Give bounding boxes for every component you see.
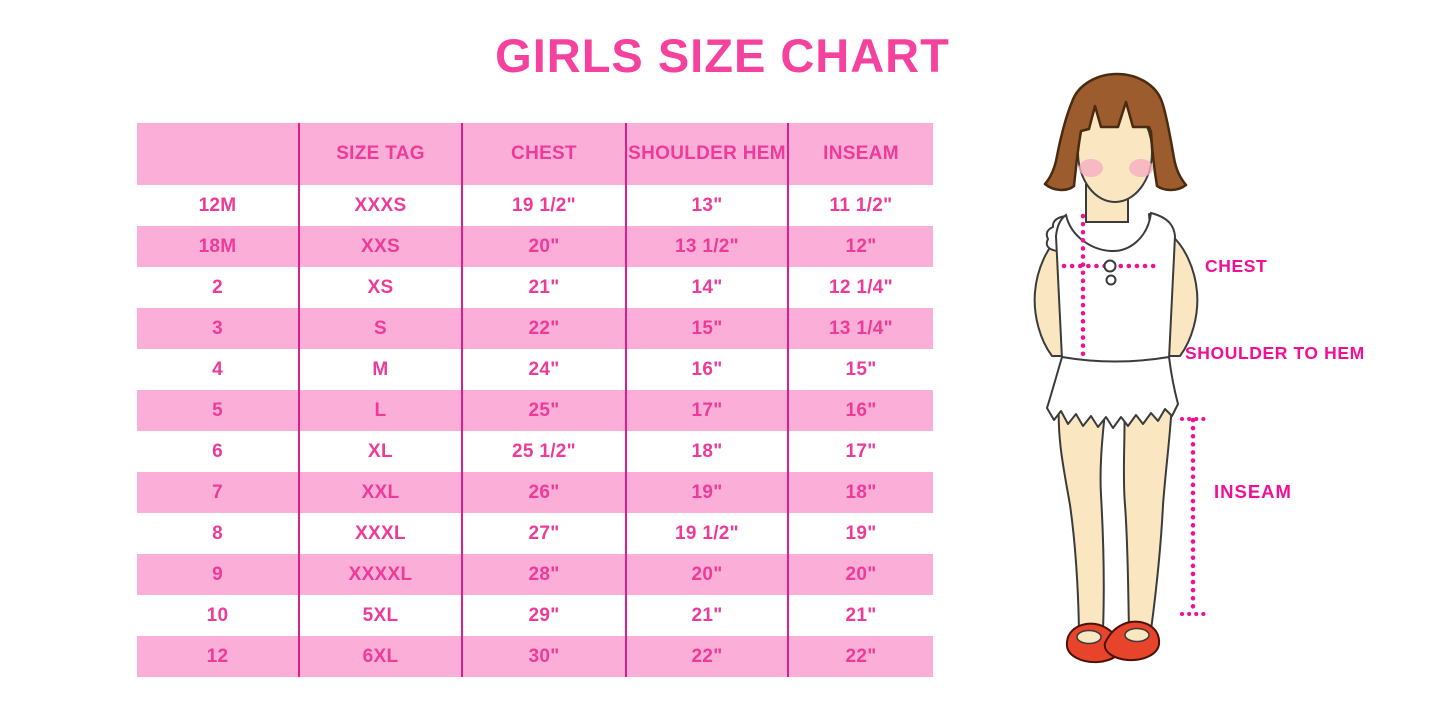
page-title: GIRLS SIZE CHART bbox=[495, 29, 950, 82]
table-cell: 5XL bbox=[300, 595, 463, 636]
table-cell: 27" bbox=[463, 513, 627, 554]
table-cell: 17" bbox=[627, 390, 789, 431]
table-cell: 18" bbox=[845, 481, 877, 503]
table-cell: 22" bbox=[627, 636, 789, 677]
table-cell: 17" bbox=[845, 440, 877, 462]
girl-figure bbox=[1033, 72, 1199, 664]
chest-label: CHEST bbox=[1205, 256, 1267, 276]
table-cell: 16" bbox=[845, 399, 877, 421]
table-cell: 14" bbox=[627, 267, 789, 308]
table-cell: 21" bbox=[845, 604, 877, 626]
table-cell: S bbox=[300, 308, 463, 349]
girl-blush-right bbox=[1129, 159, 1153, 177]
table-cell: 6XL bbox=[300, 636, 463, 677]
table-cell: XXXL bbox=[300, 513, 463, 554]
table-row: 6 XL 25 1/2" 18" 17" bbox=[137, 431, 933, 472]
table-cell: XS bbox=[300, 267, 463, 308]
table-cell: 20" bbox=[627, 554, 789, 595]
column-header: INSEAM bbox=[823, 143, 899, 164]
table-cell: 19" bbox=[627, 472, 789, 513]
table-cell: 13" bbox=[627, 185, 789, 226]
table-cell: 22" bbox=[845, 645, 877, 667]
table-cell: 5 bbox=[137, 390, 300, 431]
table-cell: 18" bbox=[627, 431, 789, 472]
girl-skirt bbox=[1046, 356, 1179, 429]
girl-right-leg bbox=[1122, 399, 1174, 631]
table-cell: 26" bbox=[463, 472, 627, 513]
column-header: SHOULDER HEM bbox=[627, 123, 789, 185]
table-row: 3 S 22" 15" 13 1/4" bbox=[137, 308, 933, 349]
table-cell: 6 bbox=[137, 431, 300, 472]
girl-hair bbox=[1043, 72, 1188, 192]
shoulder-to-hem-label: SHOULDER TO HEM bbox=[1185, 343, 1365, 363]
table-cell: 13 1/4" bbox=[829, 317, 893, 339]
girl-top-button-2 bbox=[1105, 274, 1117, 286]
table-cell: 19 1/2" bbox=[463, 185, 627, 226]
table-cell: 20" bbox=[845, 563, 877, 585]
table-cell: 18M bbox=[137, 226, 300, 267]
girl-left-shoe-opening bbox=[1076, 629, 1102, 645]
table-cell: 15" bbox=[627, 308, 789, 349]
table-row: 4 M 24" 16" 15" bbox=[137, 349, 933, 390]
table-row: 10 5XL 29" 21" 21" bbox=[137, 595, 933, 636]
table-cell: 4 bbox=[137, 349, 300, 390]
table-cell: 20" bbox=[463, 226, 627, 267]
table-cell: 12 bbox=[137, 636, 300, 677]
table-cell: 13 1/2" bbox=[627, 226, 789, 267]
table-cell: 12" bbox=[845, 235, 877, 257]
inseam-label: INSEAM bbox=[1214, 481, 1292, 502]
table-cell: 25" bbox=[463, 390, 627, 431]
table-cell: 11 1/2" bbox=[829, 194, 893, 216]
table-cell: 2 bbox=[137, 267, 300, 308]
table-row: 9 XXXXL 28" 20" 20" bbox=[137, 554, 933, 595]
table-cell: XL bbox=[300, 431, 463, 472]
table-cell: 12M bbox=[137, 185, 300, 226]
table-cell: 12 1/4" bbox=[829, 276, 893, 298]
table-cell: 8 bbox=[137, 513, 300, 554]
table-cell: 19" bbox=[845, 522, 877, 544]
table-cell: 25 1/2" bbox=[463, 431, 627, 472]
table-row: 12 6XL 30" 22" 22" bbox=[137, 636, 933, 677]
table-cell: 30" bbox=[463, 636, 627, 677]
table-cell: 9 bbox=[137, 554, 300, 595]
table-header-row: SIZE TAG CHEST SHOULDER HEM INSEAM bbox=[137, 123, 933, 185]
size-table: SIZE TAG CHEST SHOULDER HEM INSEAM 12M XXXS 19… bbox=[137, 123, 933, 677]
girl-top bbox=[1054, 211, 1177, 365]
table-cell: 16" bbox=[627, 349, 789, 390]
girl-left-leg bbox=[1057, 399, 1108, 631]
table-row: 12M XXXS 19 1/2" 13" 11 1/2" bbox=[137, 185, 933, 226]
table-cell: 3 bbox=[137, 308, 300, 349]
table-row: 18M XXS 20" 13 1/2" 12" bbox=[137, 226, 933, 267]
table-row: 5 L 25" 17" 16" bbox=[137, 390, 933, 431]
girl-measurement-diagram: CHEST SHOULDER TO HEM INSEAM bbox=[1033, 72, 1365, 664]
table-cell: 15" bbox=[845, 358, 877, 380]
table-cell: 21" bbox=[463, 267, 627, 308]
table-cell: XXXS bbox=[300, 185, 463, 226]
table-cell: 19 1/2" bbox=[627, 513, 789, 554]
column-header bbox=[137, 123, 300, 185]
table-cell: XXS bbox=[300, 226, 463, 267]
table-cell: L bbox=[300, 390, 463, 431]
column-header: SIZE TAG bbox=[300, 123, 463, 185]
table-row: 2 XS 21" 14" 12 1/4" bbox=[137, 267, 933, 308]
table-cell: 10 bbox=[137, 595, 300, 636]
girl-blush-left bbox=[1079, 159, 1103, 177]
table-cell: XXXXL bbox=[300, 554, 463, 595]
girl-right-shoe-opening bbox=[1124, 627, 1150, 643]
table-row: 8 XXXL 27" 19 1/2" 19" bbox=[137, 513, 933, 554]
table-cell: M bbox=[300, 349, 463, 390]
table-row: 7 XXL 26" 19" 18" bbox=[137, 472, 933, 513]
column-header: CHEST bbox=[463, 123, 627, 185]
table-cell: 29" bbox=[463, 595, 627, 636]
table-cell: 7 bbox=[137, 472, 300, 513]
table-cell: 22" bbox=[463, 308, 627, 349]
table-cell: 28" bbox=[463, 554, 627, 595]
table-cell: 21" bbox=[627, 595, 789, 636]
table-cell: XXL bbox=[300, 472, 463, 513]
girl-top-button-1 bbox=[1103, 259, 1117, 273]
table-cell: 24" bbox=[463, 349, 627, 390]
